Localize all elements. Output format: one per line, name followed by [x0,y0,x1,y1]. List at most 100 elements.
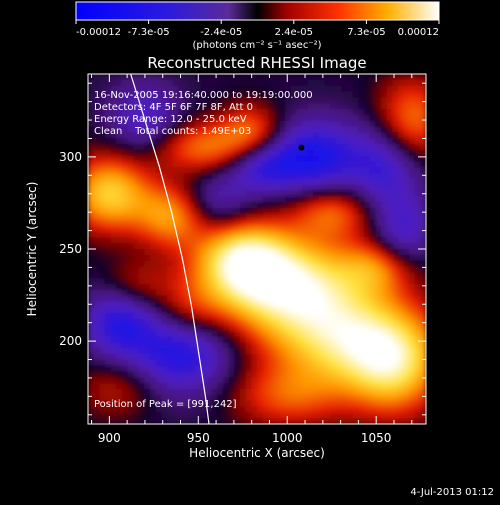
heatmap-cell [127,120,134,128]
heatmap-cell [273,394,281,402]
heatmap-cell [189,109,196,116]
heatmap-cell [273,214,281,221]
heatmap-cell [172,371,179,378]
heatmap-cell [155,371,162,378]
heatmap-cell [409,167,416,174]
heatmap-cell [318,85,326,93]
heatmap-cell [211,132,219,139]
heatmap-cell [324,406,331,413]
heatmap-cell [268,313,275,320]
heatmap-cell [206,97,213,104]
heatmap-cell [155,354,162,361]
heatmap-cell [116,120,123,128]
heatmap-cell [211,161,219,168]
heatmap-cell [386,219,393,227]
heatmap-cell [397,342,405,349]
annotation-block: 16-Nov-2005 19:16:40.000 to 19:19:00.000… [94,90,313,410]
heatmap-cell [88,359,95,367]
heatmap-cell [380,225,388,233]
heatmap-cell [88,336,95,343]
heatmap-cell [397,383,405,390]
heatmap-cell [211,79,219,87]
heatmap-cell [104,342,112,349]
heatmap-cell [313,114,320,122]
heatmap-cell [257,85,264,93]
heatmap-cell [262,272,269,279]
heatmap-cell [307,237,314,244]
heatmap-cell [234,377,241,384]
heatmap-cell [330,412,337,419]
heatmap-cell [403,324,410,332]
heatmap-cell [245,196,252,203]
heatmap-cell [195,389,202,396]
heatmap-cell [262,365,269,373]
heatmap-cell [110,167,117,174]
heatmap-cell [116,266,123,273]
heatmap-cell [414,74,421,81]
heatmap-cell [364,272,371,279]
heatmap-cell [217,383,224,390]
heatmap-cell [420,167,426,174]
heatmap-cell [296,74,303,81]
heatmap-cell [110,307,117,314]
heatmap-cell [341,173,348,180]
heatmap-cell [88,167,95,174]
heatmap-cell [285,214,292,221]
heatmap-cell [352,196,359,203]
heatmap-cell [166,342,174,349]
heatmap-cell [99,208,106,215]
heatmap-cell [245,237,252,244]
heatmap-cell [245,389,252,396]
heatmap-cell [144,132,151,139]
heatmap-cell [138,412,145,419]
heatmap-cell [273,132,281,139]
heatmap-cell [290,202,298,209]
heatmap-cell [380,371,388,378]
heatmap-cell [414,196,421,203]
heatmap-cell [285,114,292,122]
heatmap-cell [330,74,337,81]
heatmap-cell [133,319,140,326]
heatmap-cell [183,342,190,349]
heatmap-cell [409,231,416,238]
heatmap-cell [369,103,376,110]
heatmap-cell [127,319,134,326]
heatmap-cell [347,126,354,133]
heatmap-cell [166,278,174,285]
heatmap-cell [386,319,393,326]
heatmap-cell [200,132,207,139]
heatmap-cell [183,313,190,320]
heatmap-cell [273,330,281,338]
heatmap-cell [189,91,196,98]
heatmap-cell [279,342,286,349]
heatmap-cell [369,418,376,424]
heatmap-cell [223,266,230,273]
heatmap-cell [93,184,100,192]
heatmap-cell [335,319,343,326]
heatmap-cell [364,295,371,303]
heatmap-cell [375,190,382,198]
heatmap-cell [161,85,168,93]
heatmap-cell [166,389,174,396]
heatmap-cell [217,289,224,297]
heatmap-cell [358,114,365,122]
heatmap-cell [352,266,359,273]
heatmap-cell [420,324,426,332]
heatmap-cell [397,214,405,221]
heatmap-cell [318,342,326,349]
heatmap-cell [178,278,185,285]
heatmap-cell [257,336,264,343]
heatmap-cell [358,301,365,308]
heatmap-cell [296,97,303,104]
heatmap-cell [313,249,320,256]
heatmap-cell [307,173,314,180]
heatmap-cell [279,103,286,110]
heatmap-cell [307,254,314,262]
heatmap-cell [161,266,168,273]
heatmap-cell [414,336,421,343]
heatmap-cell [352,301,359,308]
heatmap-cell [104,237,112,244]
heatmap-cell [420,243,426,250]
heatmap-cell [352,126,359,133]
heatmap-cell [285,126,292,133]
